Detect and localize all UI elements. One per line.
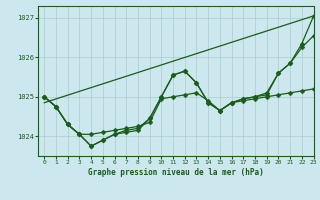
X-axis label: Graphe pression niveau de la mer (hPa): Graphe pression niveau de la mer (hPa) xyxy=(88,168,264,177)
